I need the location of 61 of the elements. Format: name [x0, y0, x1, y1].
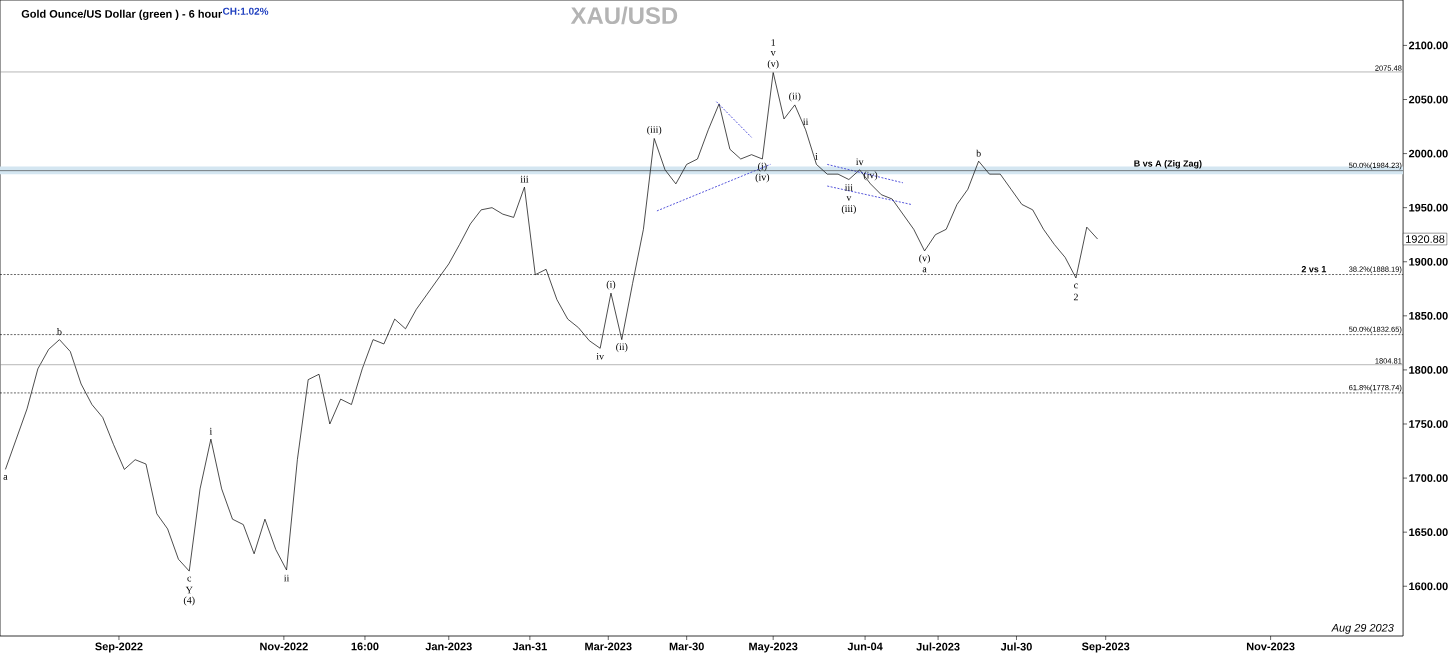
annotation: iv: [856, 158, 864, 166]
y-tick-label: 1950.00: [1409, 203, 1448, 212]
annotation: v: [846, 196, 852, 201]
annotation: CH:1.02%: [222, 7, 269, 15]
annotation: i: [209, 427, 213, 435]
x-tick-label: May-2023: [749, 642, 798, 653]
annotation: c: [1074, 283, 1078, 289]
annotation: iv: [596, 352, 605, 360]
annotation: b: [976, 149, 981, 157]
annotation: i: [815, 153, 818, 160]
x-tick-label: Jan-2023: [425, 642, 472, 651]
y-tick-label: 1850.00: [1409, 311, 1448, 320]
x-tick-label: 16:00: [351, 642, 379, 651]
x-tick-label: Jan-31: [512, 642, 547, 651]
y-tick-label: 1900.00: [1409, 257, 1448, 266]
annotation: B vs A (Zig Zag): [1134, 160, 1202, 169]
y-tick-label: 2050.00: [1408, 95, 1448, 104]
y-tick-label: 1600.00: [1409, 582, 1448, 591]
y-tick-label: 1700.00: [1409, 474, 1448, 482]
annotation: 2: [1073, 293, 1078, 301]
annotation: (iv): [755, 173, 770, 183]
y-tick-label: 1750.00: [1409, 420, 1448, 428]
annotation: v: [770, 51, 776, 56]
y-tick-label: 1650.00: [1409, 528, 1448, 537]
x-tick-label: Jul-2023: [916, 642, 960, 651]
annotation: iii: [520, 175, 529, 183]
annotation: (v): [919, 254, 930, 264]
x-tick-label: Nov-2022: [260, 642, 308, 651]
x-tick-label: Jun-04: [847, 642, 883, 651]
annotation: 1: [771, 39, 776, 46]
annotation: (i): [758, 162, 767, 172]
y-tick-label: 1800.00: [1409, 366, 1448, 374]
x-tick-label: Mar-30: [669, 642, 704, 651]
text: 1920.88: [1406, 235, 1445, 243]
chart-title: XAU/USD: [570, 6, 678, 25]
annotation: c: [187, 576, 192, 582]
x-tick-label: Sep-2023: [1081, 642, 1130, 653]
annotation: (iii): [647, 125, 662, 135]
annotation: (i): [606, 280, 616, 290]
annotation: a: [3, 475, 8, 480]
annotation: (ii): [616, 343, 628, 353]
annotation: (v): [767, 59, 779, 69]
annotation: (ii): [789, 92, 801, 102]
annotation: b: [56, 328, 62, 336]
text: Gold Ounce/US Dollar (green ) - 6 hour: [21, 9, 223, 20]
x-tick-label: Mar-2023: [585, 642, 632, 651]
annotation: (4): [183, 596, 195, 606]
y-tick-label: 2100.00: [1408, 41, 1448, 50]
x-tick-label: Sep-2022: [95, 642, 143, 653]
annotation: a: [922, 267, 927, 273]
annotation: Y: [185, 586, 193, 594]
annotation: 2 vs 1: [1301, 265, 1327, 273]
y-tick-label: 2000.00: [1408, 149, 1448, 158]
annotation: Aug 29 2023: [1331, 623, 1394, 634]
annotation: ii: [803, 118, 809, 126]
x-tick-label: Jul-30: [1000, 642, 1032, 651]
annotation: iii: [844, 184, 853, 191]
annotation: (iv): [863, 171, 878, 181]
x-tick-label: Nov-2023: [1246, 642, 1295, 651]
annotation: (iii): [841, 205, 856, 215]
annotation: ii: [283, 574, 290, 582]
